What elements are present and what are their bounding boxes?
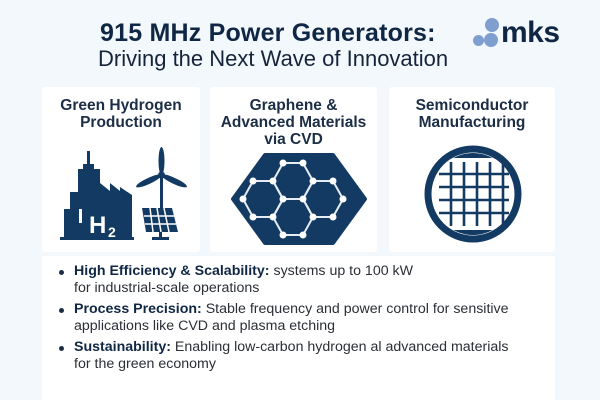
header: 915 MHz Power Generators: Driving the Ne… [0,0,600,80]
logo-dot-icon [484,33,498,47]
card-semiconductor: Semiconductor Manufacturing [389,87,555,252]
bullet-lead: High Efficiency & Scalability: [74,263,270,279]
bullet-lead: Sustainability: [74,339,171,355]
card-title-line: Advanced Materials [220,114,367,131]
graphene-lattice-icon [231,153,367,245]
card-title-line: via CVD [264,131,323,148]
card-title: Green Hydrogen Production [42,97,200,131]
benefits-list: High Efficiency & Scalability: systems u… [56,263,556,377]
bullet-text: applications like CVD and plasma etching [74,318,336,334]
card-title: Semiconductor Manufacturing [389,97,555,131]
card-title-line: Production [80,114,162,131]
bullet-text: systems up to 100 kW [269,263,414,279]
logo-dot-icon [473,35,484,46]
card-title: Graphene & Advanced Materials via CVD [210,97,377,148]
card-title-line: Manufacturing [418,114,526,131]
bullet-text: Stable frequency and power control for s… [201,301,509,317]
logo-dot-icon [485,18,499,32]
card-graphene: Graphene & Advanced Materials via CVD [210,87,377,252]
logo-wordmark: mks [501,16,560,49]
bullet-lead: Process Precision: [74,301,202,317]
bullet-text: Enabling low-carbon hydrogen al advanced… [170,339,509,355]
bullet-icon [59,270,64,275]
card-green-hydrogen: Green Hydrogen Production H 2 [42,87,200,252]
card-title-line: Green Hydrogen [60,97,182,114]
page-subtitle: Driving the Next Wave of Innovation [98,46,449,71]
card-title-line: Graphene & [249,97,338,114]
hydrogen-factory-wind-solar-icon: H 2 [60,147,187,240]
card-title-line: Semiconductor [415,97,529,114]
mks-logo: mks [470,16,575,52]
bullet-icon [59,346,64,351]
list-item: Process Precision: Stable frequency and … [56,301,556,335]
bullet-icon [59,308,64,313]
svg-text:2: 2 [108,224,116,240]
bullet-text: for the green economy [74,356,216,372]
silicon-wafer-icon [424,145,522,243]
page-title: 915 MHz Power Generators: [100,19,436,47]
bullet-text: for industrial-scale operations [74,280,260,296]
benefits-panel: High Efficiency & Scalability: systems u… [42,256,555,400]
svg-text:H: H [89,212,106,239]
list-item: High Efficiency & Scalability: systems u… [56,263,556,297]
list-item: Sustainability: Enabling low-carbon hydr… [56,339,556,373]
